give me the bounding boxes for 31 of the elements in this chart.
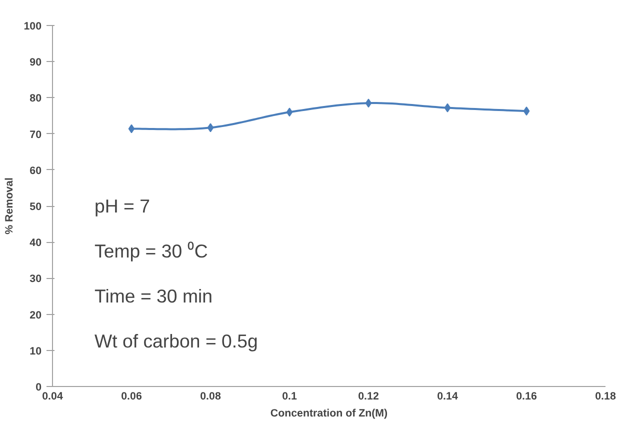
y-tick-label: 70 [30,128,42,141]
x-tick-label: 0.16 [516,390,537,402]
x-axis-title: Concentration of Zn(M) [270,408,388,420]
x-tick-label: 0.1 [282,390,297,402]
point [444,103,451,112]
x-tick-label: 0.04 [42,390,63,402]
x-tick-label: 0.06 [121,390,142,402]
point [128,124,135,134]
point [207,123,214,132]
y-tick-label: 100 [24,20,42,32]
x-tick-label: 0.18 [595,390,616,402]
y-tick-label: 30 [30,273,42,286]
annotation: Temp = 30 ⁰C [94,240,208,262]
annotation: pH = 7 [94,196,150,216]
point [286,108,293,117]
y-tick-label: 40 [30,237,42,250]
y-tick-label: 20 [30,309,42,322]
x-tick-label: 0.14 [437,390,458,402]
y-tick-label: 80 [30,92,42,105]
y-axis-title: % Removal [4,178,16,234]
y-tick-label: 50 [30,201,42,213]
x-tick-label: 0.12 [358,390,379,402]
y-tick-label: 0 [36,382,42,394]
y-tick-label: 10 [30,345,42,358]
annotation: Wt of carbon = 0.5g [94,330,258,352]
y-tick-label: 60 [30,164,42,177]
annotation: Time = 30 min [94,286,213,306]
y-tick-label: 90 [30,56,42,69]
point [365,98,372,108]
point [523,106,530,116]
x-tick-label: 0.08 [200,390,221,402]
